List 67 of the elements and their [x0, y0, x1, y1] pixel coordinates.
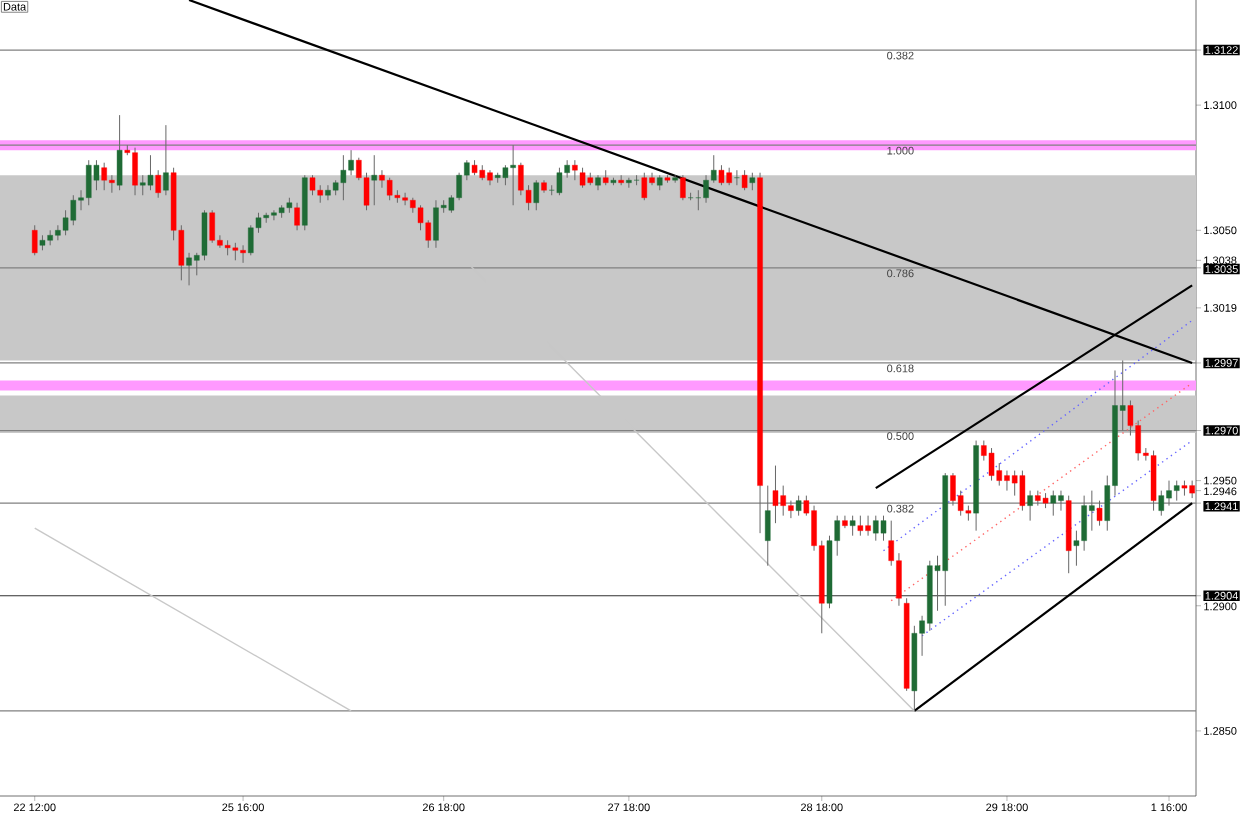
candlestick	[842, 515, 848, 529]
candlestick	[271, 209, 277, 221]
candlestick	[1081, 495, 1087, 552]
candlestick	[772, 465, 779, 524]
candlestick	[1150, 450, 1157, 512]
candlestick	[371, 154, 377, 206]
candlestick	[155, 169, 161, 199]
candlestick	[1004, 470, 1010, 492]
candlestick	[857, 515, 864, 537]
candlestick	[163, 124, 169, 196]
candlestick	[579, 167, 586, 189]
candlestick	[1027, 490, 1033, 522]
candlestick	[55, 224, 61, 241]
candlestick	[132, 147, 138, 196]
candlestick	[309, 174, 316, 196]
candlestick	[741, 169, 748, 191]
candlestick	[849, 515, 856, 537]
candlestick	[31, 224, 38, 256]
candlestick	[116, 114, 123, 191]
candlestick	[109, 174, 115, 194]
candlestick	[340, 154, 347, 201]
candlestick	[641, 172, 648, 201]
candlestick	[1173, 480, 1180, 502]
candlestick	[765, 485, 771, 567]
candlestick	[294, 202, 300, 231]
candlestick	[348, 149, 354, 176]
candlestick	[1096, 500, 1103, 527]
candlestick	[240, 244, 246, 264]
candlestick	[386, 177, 393, 201]
candlestick	[865, 515, 871, 537]
candlestick	[140, 174, 146, 196]
candlestick	[1050, 490, 1056, 517]
candlestick	[988, 447, 995, 482]
candlestick	[950, 472, 956, 507]
candlestick	[518, 162, 524, 196]
candlestick	[85, 159, 92, 206]
candlestick	[680, 174, 686, 201]
candlestick	[788, 500, 794, 519]
candlestick	[201, 209, 208, 261]
candlestick	[633, 174, 640, 186]
candlestick	[402, 192, 408, 206]
candlestick	[873, 515, 879, 542]
candlestick	[626, 177, 632, 189]
candlestick	[379, 169, 385, 189]
candlestick	[556, 167, 563, 196]
candlestick	[101, 162, 107, 191]
candlestick	[572, 159, 578, 181]
candlestick	[209, 209, 215, 244]
candlestick	[1158, 490, 1165, 517]
candlestick	[734, 169, 740, 186]
candlestick	[780, 485, 786, 517]
candlestick	[70, 194, 77, 226]
candlestick	[186, 252, 192, 286]
candlestick	[302, 174, 308, 231]
candlestick	[147, 154, 154, 191]
candlestick	[703, 174, 709, 204]
candlestick	[795, 495, 802, 517]
candlestick	[433, 199, 439, 249]
candlestick	[1058, 490, 1064, 512]
candlestick	[533, 179, 540, 211]
candlestick	[510, 144, 516, 206]
candlestick	[1166, 480, 1172, 507]
candlestick	[248, 224, 254, 256]
candlestick	[325, 184, 331, 201]
candlestick	[880, 515, 887, 542]
candlestick	[93, 159, 100, 191]
candlestick	[718, 164, 725, 186]
